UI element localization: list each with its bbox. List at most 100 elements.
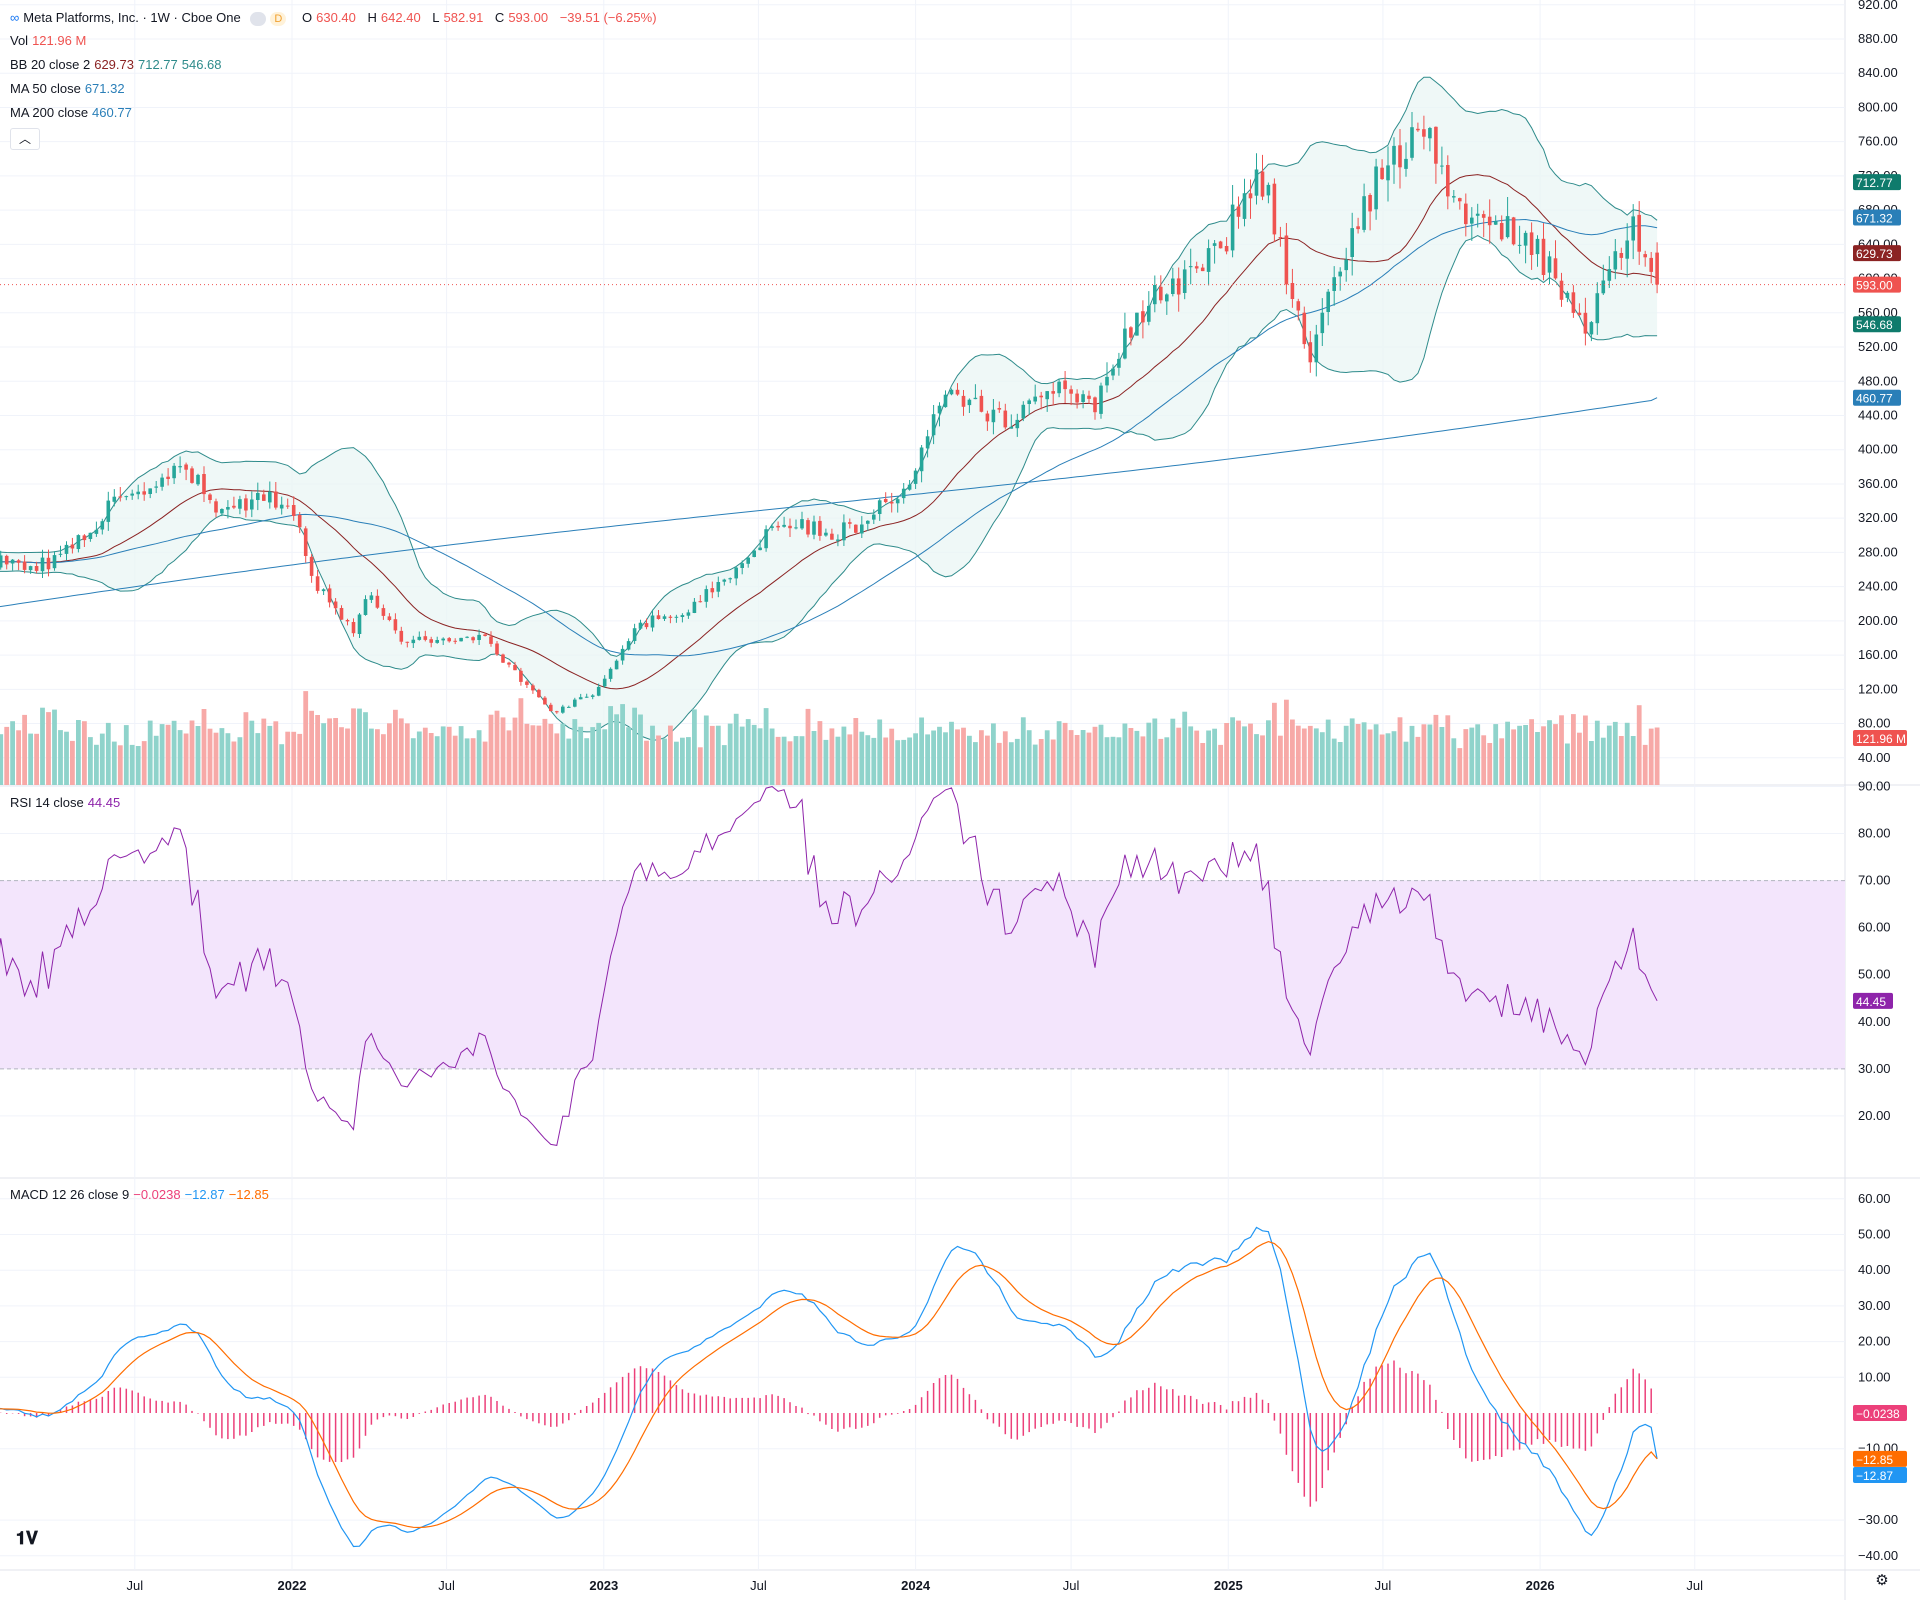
- volume-bar: [195, 726, 201, 785]
- volume-bar: [1606, 725, 1612, 785]
- candle-body: [459, 637, 463, 642]
- volume-bar: [572, 719, 578, 785]
- candle-body: [40, 557, 45, 572]
- candle-body: [1063, 380, 1067, 390]
- candle-body: [1045, 391, 1049, 400]
- candle-body: [877, 500, 882, 514]
- volume-bar: [1313, 728, 1319, 785]
- candle-body: [1147, 305, 1151, 322]
- volume-bar: [99, 733, 105, 785]
- volume-bar: [1242, 726, 1247, 785]
- volume-bar: [518, 698, 524, 785]
- volume-bar: [1170, 718, 1176, 785]
- macd-legend[interactable]: MACD 12 26 close 9 −0.0238 −12.87 −12.85: [10, 1187, 269, 1202]
- candle-body: [567, 706, 571, 708]
- interval-badge[interactable]: D: [270, 11, 287, 26]
- gear-icon[interactable]: ⚙: [1875, 1572, 1889, 1589]
- candle-body: [1135, 312, 1139, 336]
- candle-body: [1320, 312, 1325, 334]
- volume-bar: [1630, 736, 1636, 785]
- chevron-up-icon[interactable]: ︿: [10, 128, 40, 150]
- bb-upper-price-tag: 712.77: [1856, 176, 1893, 190]
- volume-bar: [1098, 724, 1104, 785]
- volume-bar: [1481, 735, 1487, 785]
- volume-bar: [554, 733, 560, 785]
- vol-legend[interactable]: Vol 121.96 M: [10, 33, 87, 48]
- candle-body: [1589, 322, 1594, 335]
- candle-body: [1290, 283, 1295, 299]
- rsi-legend[interactable]: RSI 14 close 44.45: [10, 795, 121, 810]
- candle-body: [716, 582, 721, 592]
- rsi-tick-label: 80.00: [1858, 826, 1891, 841]
- candle-body: [441, 638, 445, 641]
- candle-body: [411, 639, 416, 644]
- candle-body: [130, 493, 134, 496]
- volume-bar: [1624, 722, 1630, 785]
- volume-bar: [10, 721, 15, 785]
- volume-bar: [781, 736, 787, 785]
- candle-body: [1302, 312, 1307, 345]
- volume-bar: [153, 735, 159, 785]
- volume-bar: [961, 727, 966, 785]
- macd-signal-line: [0, 1240, 1658, 1529]
- symbol-title[interactable]: Meta Platforms, Inc. · 1W · Cboe One: [23, 10, 241, 25]
- candle-body: [1559, 280, 1564, 300]
- candle-body: [596, 686, 601, 696]
- volume-bar: [1248, 723, 1253, 785]
- volume-tag: 121.96 M: [1856, 732, 1906, 746]
- candle-body: [997, 408, 1002, 410]
- volume-bar: [333, 718, 338, 785]
- candle-body: [321, 589, 326, 592]
- volume-bar: [692, 709, 697, 785]
- volume-bar: [363, 712, 368, 785]
- candle-body: [70, 544, 75, 549]
- candle-body: [513, 664, 517, 671]
- candle-body: [1434, 126, 1438, 164]
- candle-body: [0, 555, 3, 568]
- candle-body: [674, 616, 679, 618]
- candle-body: [154, 486, 158, 488]
- candle-body: [124, 496, 129, 498]
- candle-body: [327, 588, 332, 603]
- volume-bar: [123, 725, 129, 785]
- volume-bar: [369, 728, 374, 785]
- macd-tick-label: 40.00: [1858, 1262, 1891, 1277]
- volume-bar: [1433, 714, 1439, 785]
- candle-body: [453, 640, 457, 642]
- ma200-legend[interactable]: MA 200 close 460.77: [10, 105, 132, 120]
- candle-body: [1224, 246, 1229, 252]
- volume-bar: [1600, 737, 1606, 785]
- volume-bar: [584, 738, 590, 785]
- ohlc-close: C 593.00: [494, 10, 549, 25]
- candle-body: [543, 697, 547, 705]
- candle-body: [1069, 389, 1073, 394]
- bb-legend[interactable]: BB 20 close 2 629.73 712.77 546.68: [10, 57, 222, 72]
- tradingview-logo-icon[interactable]: 𝟏𝐕: [16, 1528, 38, 1549]
- candle-body: [82, 535, 87, 541]
- volume-bar: [70, 740, 75, 785]
- volume-bar: [733, 713, 739, 785]
- candle-body: [1422, 129, 1426, 137]
- candle-body: [758, 547, 762, 551]
- candle-body: [1093, 397, 1097, 413]
- candle-body: [58, 553, 63, 555]
- ma50-line: [0, 218, 1658, 657]
- eye-icon[interactable]: [250, 11, 267, 26]
- volume-bar: [877, 719, 883, 785]
- candle-body: [1326, 291, 1330, 312]
- volume-bar: [393, 709, 398, 785]
- ma200-price-tag-bg: [1853, 389, 1901, 406]
- volume-bar: [1343, 725, 1349, 785]
- time-tick-label: Jul: [1375, 1578, 1392, 1593]
- ma50-legend[interactable]: MA 50 close 671.32: [10, 81, 125, 96]
- volume-bar: [1421, 724, 1427, 785]
- volume-bar: [620, 704, 625, 785]
- volume-bar: [590, 727, 596, 785]
- candle-body: [710, 588, 715, 593]
- candle-body: [1081, 394, 1085, 402]
- candle-body: [1272, 183, 1277, 235]
- candle-body: [142, 491, 146, 495]
- candle-body: [399, 630, 404, 642]
- volume-bar: [1379, 734, 1385, 785]
